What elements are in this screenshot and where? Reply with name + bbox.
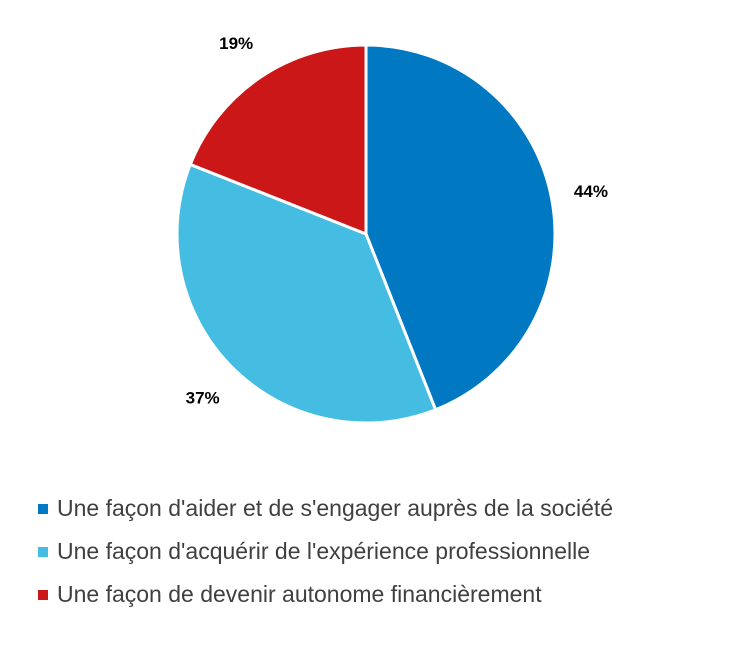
data-label: 44% xyxy=(574,182,608,201)
legend-swatch xyxy=(38,546,48,557)
pie-slice xyxy=(188,43,368,236)
legend: Une façon d'aider et de s'engager auprès… xyxy=(38,487,613,616)
legend-item: Une façon d'aider et de s'engager auprès… xyxy=(38,487,613,530)
data-label: 37% xyxy=(186,388,220,407)
legend-label: Une façon d'aider et de s'engager auprès… xyxy=(57,495,614,521)
legend-item: Une façon de devenir autonome financière… xyxy=(38,573,613,616)
legend-swatch xyxy=(38,503,48,514)
legend-swatch xyxy=(38,589,48,600)
pie-slice xyxy=(364,43,557,412)
pie-chart: 44% 37% 19% xyxy=(175,34,608,425)
pie-slice xyxy=(175,162,438,425)
legend-label: Une façon d'acquérir de l'expérience pro… xyxy=(57,538,590,564)
legend-item: Une façon d'acquérir de l'expérience pro… xyxy=(38,530,613,573)
legend-label: Une façon de devenir autonome financière… xyxy=(57,581,542,607)
data-label: 19% xyxy=(219,34,253,53)
